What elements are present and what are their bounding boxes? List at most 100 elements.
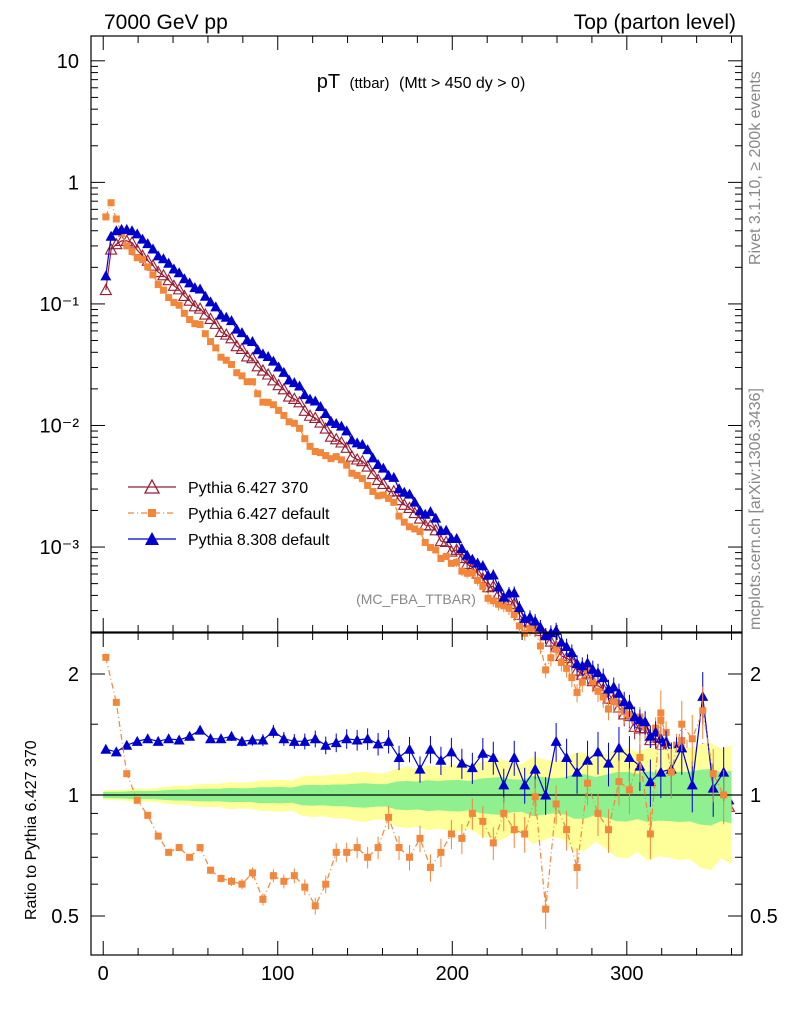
main-ytick-label: 1: [68, 172, 79, 194]
data-point: [416, 834, 424, 842]
data-point: [252, 344, 264, 355]
data-point: [219, 327, 233, 340]
data-point: [337, 456, 345, 464]
data-point: [235, 342, 249, 354]
data-point: [317, 449, 325, 457]
data-point: [343, 848, 351, 856]
data-point: [582, 657, 594, 668]
data-point: [243, 378, 251, 386]
legend-entry-p6-default: Pythia 6.427 default: [128, 506, 330, 523]
data-point: [205, 296, 217, 307]
data-point: [424, 743, 436, 754]
data-point: [112, 698, 120, 706]
data-point: [138, 256, 146, 264]
data-point: [573, 864, 581, 872]
plot-title-sub: (ttbar): [350, 75, 390, 92]
data-point: [456, 757, 468, 768]
mcplots-label: mcplots.cern.ch [arXiv:1306.3436]: [747, 388, 764, 630]
data-point: [498, 591, 510, 602]
data-point: [217, 353, 225, 361]
data-point: [275, 406, 283, 414]
data-point: [112, 215, 120, 223]
data-point: [650, 726, 662, 737]
data-point: [273, 361, 285, 372]
data-point: [613, 687, 625, 698]
data-point: [346, 434, 358, 445]
ratio-panel: 2 2 1 1 0.5 0.5 0 100 200 300 Ratio to Pythia 6.4…: [23, 632, 778, 985]
data-point: [256, 363, 270, 376]
data-point: [311, 447, 319, 455]
ratio-ytick-label: 0.5: [51, 906, 79, 928]
data-point: [131, 228, 143, 239]
data-point: [355, 454, 369, 467]
data-point: [123, 770, 131, 778]
data-point: [142, 238, 154, 249]
data-point: [479, 817, 487, 825]
main-ytick-label: 10: [57, 51, 79, 73]
data-point: [240, 349, 254, 362]
data-point: [184, 730, 196, 741]
ratio-ytick-label-right: 1: [750, 785, 761, 807]
uncertainty-band-inner: [103, 769, 732, 826]
data-point: [290, 419, 298, 427]
data-point: [505, 604, 513, 612]
data-point: [623, 699, 635, 710]
data-point: [395, 512, 403, 520]
data-point: [306, 442, 314, 450]
data-point: [157, 253, 169, 264]
data-point: [217, 874, 225, 882]
data-point: [167, 279, 181, 291]
legend-label-p8-default: Pythia 8.308 default: [188, 532, 330, 549]
data-point: [175, 844, 183, 852]
data-point: [540, 789, 552, 800]
data-point: [639, 716, 651, 727]
data-point: [390, 498, 398, 506]
legend-label-p6-370: Pythia 6.427 370: [188, 480, 308, 497]
data-point: [432, 546, 440, 554]
data-point: [440, 524, 452, 535]
data-point: [461, 549, 473, 560]
data-point: [267, 725, 279, 736]
data-point: [550, 735, 562, 746]
data-point: [173, 267, 185, 278]
plot-title: pT (ttbar) (Mtt > 450 dy > 0): [317, 71, 526, 93]
data-point: [397, 498, 411, 510]
ratio-ylabel: Ratio to Pythia 6.427 370: [23, 740, 40, 920]
data-point: [238, 372, 246, 380]
data-point: [345, 449, 359, 462]
data-point: [294, 380, 306, 391]
data-point: [248, 869, 256, 877]
data-point: [362, 444, 374, 455]
data-point: [435, 754, 447, 765]
data-point: [296, 424, 304, 432]
data-point: [477, 560, 489, 571]
data-point: [379, 491, 387, 499]
data-point: [340, 441, 354, 453]
data-point: [594, 809, 602, 817]
data-point: [565, 655, 579, 667]
data-point: [178, 273, 190, 284]
data-point: [261, 367, 275, 380]
data-point: [100, 743, 112, 754]
data-point: [498, 779, 510, 790]
data-point: [445, 746, 457, 757]
data-point: [416, 528, 424, 536]
data-point: [315, 400, 327, 411]
data-point: [320, 739, 332, 750]
ratio-ytick-label-right: 0.5: [750, 906, 778, 928]
data-point: [301, 435, 309, 443]
data-point: [367, 452, 379, 463]
data-point: [404, 743, 416, 754]
data-point: [484, 594, 492, 602]
data-point: [267, 355, 279, 366]
data-point: [303, 409, 317, 421]
data-point: [107, 199, 115, 207]
data-point: [175, 301, 183, 309]
legend-marker-p8-default: [145, 532, 159, 545]
data-point: [442, 552, 450, 560]
data-point: [424, 506, 436, 517]
data-point: [128, 247, 136, 255]
data-point: [173, 734, 185, 745]
data-point: [133, 796, 141, 804]
data-point: [299, 389, 311, 400]
